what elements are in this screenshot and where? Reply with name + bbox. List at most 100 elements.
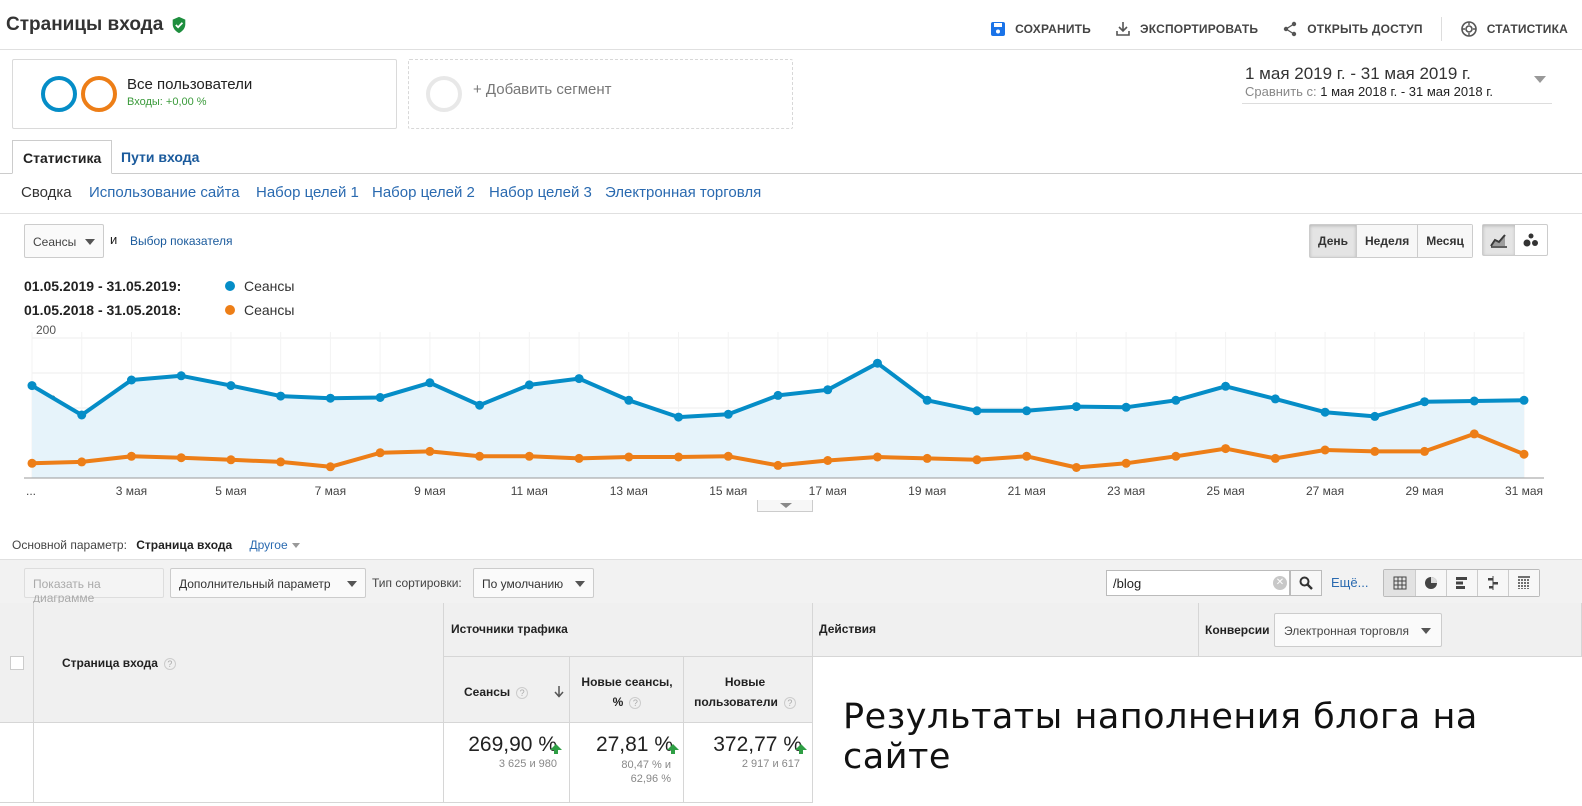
data-point-0: [1469, 396, 1479, 406]
x-tick-label: 13 мая: [610, 484, 648, 498]
table-view-data-button[interactable]: [1384, 570, 1415, 596]
save-icon: [991, 22, 1006, 36]
data-point-1: [27, 458, 37, 468]
data-point-0: [77, 410, 87, 420]
subtab-goal-set-3[interactable]: Набор целей 3: [489, 184, 592, 201]
data-point-1: [1022, 451, 1032, 461]
legend-dot-2019: [225, 281, 235, 291]
subtab-summary[interactable]: Сводка: [21, 184, 72, 201]
clear-filter-icon[interactable]: ✕: [1273, 576, 1287, 590]
chart-resize-handle[interactable]: [757, 500, 813, 512]
help-icon[interactable]: ?: [783, 696, 796, 709]
share-label: ОТКРЫТЬ ДОСТУП: [1307, 22, 1423, 36]
data-point-0: [674, 412, 684, 422]
table-view-pivot-button[interactable]: [1508, 570, 1539, 596]
data-point-0: [226, 381, 236, 391]
data-point-1: [872, 452, 882, 462]
data-point-1: [475, 451, 485, 461]
plot-rows-button[interactable]: Показать на диаграмме: [24, 568, 164, 605]
tab-explorer[interactable]: Статистика: [12, 140, 113, 174]
subtab-goal-set-2[interactable]: Набор целей 2: [372, 184, 475, 201]
tab-entrance-paths[interactable]: Пути входа: [121, 149, 200, 165]
data-point-0: [574, 374, 584, 384]
segment-circle-2019: [41, 76, 77, 112]
motion-chart-button[interactable]: [1515, 225, 1547, 255]
motion-chart-icon: [1523, 233, 1538, 247]
data-point-1: [624, 452, 634, 462]
advanced-filter-link[interactable]: Ещё...: [1331, 575, 1369, 590]
totals-sessions-cell: 269,90 % 3 625 и 980: [444, 723, 570, 803]
data-point-0: [1171, 395, 1181, 405]
x-tick-label: 29 мая: [1405, 484, 1443, 498]
share-button[interactable]: ОТКРЫТЬ ДОСТУП: [1282, 21, 1423, 37]
data-point-0: [1370, 411, 1380, 421]
sort-type-select[interactable]: По умолчанию: [473, 568, 594, 598]
period-week-button[interactable]: Неделя: [1356, 225, 1418, 257]
help-icon[interactable]: ?: [629, 696, 642, 709]
data-point-1: [1370, 446, 1380, 456]
subtab-goal-set-1[interactable]: Набор целей 1: [256, 184, 359, 201]
insights-button[interactable]: СТАТИСТИКА: [1460, 20, 1568, 38]
table-view-comparison-button[interactable]: [1477, 570, 1508, 596]
data-point-1: [325, 462, 335, 472]
new-users-column-header[interactable]: Новые пользователи?: [684, 657, 813, 723]
date-range-compare: Сравнить с: 1 мая 2018 г. - 31 мая 2018 …: [1245, 84, 1493, 99]
conversion-type-value: Электронная торговля: [1284, 624, 1409, 638]
data-point-1: [1270, 453, 1280, 463]
primary-dimension-row: Основной параметр: Страница входа Другое: [12, 538, 300, 552]
add-segment-button[interactable]: + Добавить сегмент: [408, 59, 793, 129]
subtab-site-usage[interactable]: Использование сайта: [89, 184, 240, 201]
secondary-dimension-select[interactable]: Дополнительный параметр: [170, 568, 366, 598]
help-icon[interactable]: ?: [516, 686, 529, 699]
sessions-column-header[interactable]: Сеансы?: [444, 657, 570, 723]
other-dimension-dropdown[interactable]: Другое: [250, 538, 300, 552]
increase-arrow-icon: [795, 744, 807, 754]
data-point-0: [375, 393, 385, 402]
data-point-1: [1469, 429, 1479, 439]
sessions-header-text: Сеансы: [464, 685, 511, 699]
period-day-button[interactable]: День: [1310, 225, 1356, 257]
new-sessions-header-percent: %: [612, 695, 624, 709]
line-chart-icon: [1490, 234, 1507, 248]
metric-select[interactable]: Сеансы: [24, 224, 104, 258]
landing-page-header[interactable]: Страница входа?: [34, 603, 444, 723]
data-point-1: [77, 457, 87, 467]
data-point-0: [1420, 397, 1430, 407]
data-point-0: [624, 395, 634, 405]
table-view-performance-button[interactable]: [1446, 570, 1477, 596]
report-tabs: Статистика Пути входа: [0, 140, 1582, 174]
data-point-0: [1320, 407, 1330, 417]
data-point-0: [773, 390, 783, 400]
totals-new-sessions-change: 27,81 %: [596, 733, 673, 757]
new-sessions-header-line1: Новые сеансы,: [581, 675, 673, 689]
totals-checkbox-cell: [0, 723, 34, 803]
select-metric-link[interactable]: Выбор показателя: [130, 234, 233, 248]
primary-dimension-landing-page[interactable]: Страница входа: [136, 538, 233, 552]
date-range-picker[interactable]: 1 мая 2019 г. - 31 мая 2019 г. Сравнить …: [1242, 60, 1552, 104]
search-button[interactable]: [1290, 570, 1322, 596]
new-users-header-label: Новые пользователи?: [684, 672, 806, 712]
save-button[interactable]: СОХРАНИТЬ: [990, 21, 1091, 37]
table-view-pie-button[interactable]: [1415, 570, 1446, 596]
data-point-1: [126, 451, 136, 461]
data-point-0: [1519, 395, 1529, 405]
subtab-ecommerce[interactable]: Электронная торговля: [605, 184, 762, 201]
select-all-checkbox[interactable]: [10, 656, 24, 670]
new-users-header-text: пользователи: [694, 695, 778, 709]
new-sessions-column-header[interactable]: Новые сеансы, %?: [570, 657, 684, 723]
help-icon[interactable]: ?: [163, 657, 176, 670]
x-tick-label: 23 мая: [1107, 484, 1145, 498]
table-filter-input[interactable]: [1106, 570, 1290, 596]
export-button[interactable]: ЭКСПОРТИРОВАТЬ: [1115, 21, 1258, 37]
segment-all-users[interactable]: Все пользователи Входы: +0,00 %: [12, 59, 397, 129]
date-range-main: 1 мая 2019 г. - 31 мая 2019 г.: [1245, 64, 1471, 83]
sessions-header-label: Сеансы?: [464, 685, 529, 699]
secondary-dimension-label: Дополнительный параметр: [179, 577, 331, 591]
line-chart-button[interactable]: [1483, 225, 1515, 255]
data-point-0: [425, 378, 435, 388]
increase-arrow-icon: [550, 744, 562, 754]
conversion-type-select[interactable]: Электронная торговля: [1274, 613, 1442, 647]
data-point-0: [27, 381, 37, 391]
bar-chart-icon: [1456, 577, 1467, 589]
period-month-button[interactable]: Месяц: [1417, 225, 1472, 257]
